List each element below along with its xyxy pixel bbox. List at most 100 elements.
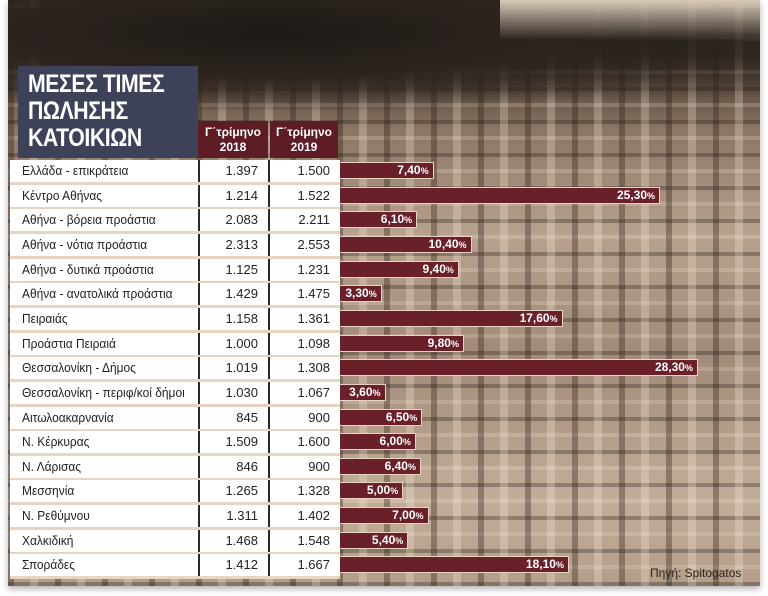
percent-sign: % [368, 289, 377, 300]
change-value: 18,10 [525, 557, 556, 572]
table-row: Ν. Λάρισας 846 900 [10, 455, 340, 481]
column-divider [198, 160, 200, 182]
value-2018: 2.313 [225, 236, 258, 252]
change-value: 5,00 [366, 483, 391, 498]
region-label: Μεσσηνία [22, 483, 75, 499]
value-2018: 1.000 [225, 335, 258, 351]
table-row: Αθήνα - ανατολικά προάστια 1.429 1.475 [10, 283, 340, 309]
change-label: 5,00% [367, 483, 398, 499]
change-value: 6,10 [380, 212, 405, 227]
change-bar: 5,40% [340, 531, 409, 549]
change-bar: 6,00% [340, 433, 416, 451]
region-label: Σποράδες [22, 557, 76, 573]
change-value: 5,40 [371, 532, 396, 547]
column-divider [268, 307, 270, 330]
value-2019: 1.667 [297, 557, 330, 573]
value-2018: 1.214 [225, 187, 258, 203]
change-label: 9,80% [428, 336, 459, 352]
percent-sign: % [415, 511, 424, 522]
column-divider [198, 233, 200, 256]
value-2018: 1.019 [225, 360, 258, 376]
table-row: Αθήνα - δυτικά προάστια 1.125 1.231 [10, 258, 340, 284]
change-bar: 6,40% [340, 457, 421, 475]
background-sky [500, 0, 760, 40]
column-header-line: Γ΄τρίμηνο [276, 125, 332, 139]
table-row: Πειραιάς 1.158 1.361 [10, 307, 340, 333]
change-label: 9,40% [423, 262, 454, 278]
change-label: 6,50% [386, 410, 417, 426]
column-divider [268, 505, 270, 528]
column-divider [198, 258, 200, 281]
column-divider [198, 406, 200, 429]
change-label: 3,60% [349, 385, 380, 401]
region-label: Πειραιάς [22, 310, 68, 326]
value-2018: 1.429 [225, 286, 258, 302]
value-2019: 1.308 [297, 360, 330, 376]
table-row: Ν. Κέρκυρας 1.509 1.600 [10, 431, 340, 457]
change-label: 7,00% [392, 508, 423, 524]
change-label: 10,40% [429, 237, 467, 253]
change-value: 6,40 [384, 458, 408, 473]
chart-title: ΜΕΣΕΣ ΤΙΜΕΣ ΠΩΛΗΣΗΣ ΚΑΤΟΙΚΙΩΝ [18, 66, 198, 158]
value-2018: 1.311 [226, 508, 258, 524]
change-bar: 3,30% [340, 285, 382, 303]
column-header-year: 2018 [219, 140, 247, 154]
column-divider [268, 554, 270, 577]
column-header-line: Γ΄τρίμηνο [205, 125, 261, 139]
value-2018: 1.265 [225, 483, 258, 499]
value-2018: 1.468 [225, 532, 258, 548]
percent-sign: % [647, 190, 656, 201]
column-divider [268, 381, 270, 404]
change-bar: 9,40% [340, 260, 459, 278]
column-divider [268, 160, 270, 182]
percent-sign: % [555, 560, 564, 571]
change-value: 7,00 [392, 508, 416, 523]
value-2019: 1.548 [297, 532, 330, 548]
column-divider [268, 258, 270, 281]
percent-sign: % [402, 437, 411, 448]
value-2018: 845 [236, 409, 258, 425]
change-bar: 9,80% [340, 334, 464, 352]
change-value: 10,40 [428, 236, 459, 251]
percent-sign: % [407, 461, 416, 472]
table-row: Αιτωλοακαρνανία 845 900 [10, 406, 340, 432]
percent-sign: % [549, 313, 558, 324]
percent-sign: % [409, 412, 418, 423]
column-divider [268, 357, 270, 380]
region-label: Ν. Λάρισας [22, 458, 82, 474]
percent-sign: % [404, 215, 413, 226]
change-bar: 3,60% [340, 383, 386, 401]
column-divider [268, 209, 270, 232]
percent-sign: % [458, 239, 467, 250]
change-bar: 28,30% [340, 359, 698, 377]
column-divider [198, 381, 200, 404]
title-line: ΠΩΛΗΣΗΣ [28, 97, 128, 125]
column-divider [268, 332, 270, 355]
value-2019: 900 [308, 458, 330, 474]
value-2018: 1.030 [225, 384, 258, 400]
change-value: 25,30 [616, 187, 648, 202]
value-2019: 2.211 [298, 212, 330, 228]
title-line: ΚΑΤΟΙΚΙΩΝ [28, 124, 142, 152]
percent-sign: % [395, 535, 404, 546]
change-bar: 7,00% [340, 507, 429, 525]
value-2019: 1.098 [297, 335, 330, 351]
region-label: Προάστια Πειραιά [22, 335, 116, 351]
change-value: 6,50 [385, 409, 410, 424]
value-2019: 1.475 [297, 286, 330, 302]
change-bar: 6,50% [340, 408, 423, 426]
value-2019: 2.553 [297, 236, 330, 252]
change-bar: 6,10% [340, 211, 418, 229]
percent-sign: % [450, 338, 459, 349]
column-divider [198, 307, 200, 330]
percent-sign: % [372, 387, 381, 398]
change-bar: 5,00% [340, 482, 404, 500]
change-bar: 18,10% [340, 556, 569, 574]
region-label: Αθήνα - βόρεια προάστια [22, 212, 156, 228]
percent-sign: % [390, 486, 399, 497]
change-bar: 25,30% [340, 186, 661, 204]
table-row: Κέντρο Αθήνας 1.214 1.522 [10, 184, 340, 210]
column-divider [198, 480, 200, 503]
value-2018: 1.397 [225, 163, 258, 178]
value-2019: 1.522 [297, 187, 330, 203]
